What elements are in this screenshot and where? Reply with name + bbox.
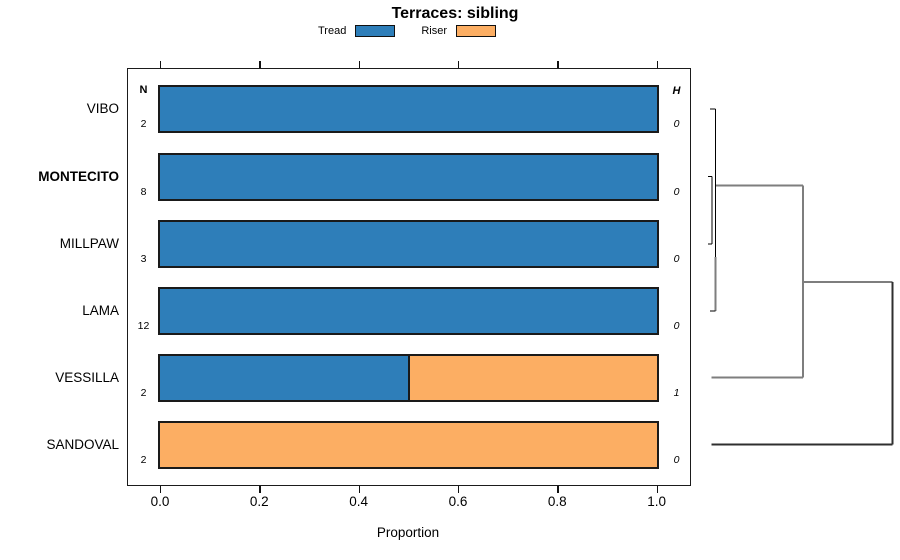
legend-label-tread: Tread xyxy=(318,25,347,37)
stacked-bar-millpaw xyxy=(158,220,659,268)
x-axis-tick-bottom xyxy=(160,485,162,493)
x-axis-tick-bottom xyxy=(358,485,360,493)
h-value-millpaw: 0 xyxy=(673,253,680,265)
bar-segment-tread xyxy=(160,87,657,131)
n-value-vessilla: 2 xyxy=(140,387,147,399)
x-axis-tick-bottom xyxy=(557,485,559,493)
legend-swatch-tread xyxy=(355,25,396,37)
x-axis-tick-label: 0.0 xyxy=(150,494,170,509)
x-axis-tick-label: 0.2 xyxy=(249,494,269,509)
stacked-bar-vibo xyxy=(158,85,659,133)
h-value-lama: 0 xyxy=(673,320,680,332)
bar-segment-riser xyxy=(408,356,657,400)
bar-segment-tread xyxy=(160,154,657,199)
legend: Tread Riser xyxy=(318,25,496,37)
category-label-vessilla: VESSILLA xyxy=(55,370,119,385)
stacked-bar-lama xyxy=(158,287,659,335)
column-header-n: N xyxy=(139,84,148,96)
column-header-h: H xyxy=(672,85,681,97)
legend-swatch-riser xyxy=(456,25,496,37)
x-axis-tick-top xyxy=(457,60,460,68)
legend-item-riser: Riser xyxy=(421,25,496,37)
x-axis-tick-bottom xyxy=(259,485,261,493)
stacked-bar-sandoval xyxy=(158,421,659,469)
n-value-montecito: 8 xyxy=(140,185,147,198)
x-axis-tick-label: 1.0 xyxy=(647,494,666,509)
x-axis-tick-top xyxy=(160,60,162,68)
x-axis-tick-top xyxy=(656,60,658,68)
x-axis-tick-bottom xyxy=(457,485,460,493)
n-value-sandoval: 2 xyxy=(140,454,147,466)
bar-segment-tread xyxy=(160,222,657,266)
x-axis-tick-bottom xyxy=(656,485,658,493)
n-value-millpaw: 3 xyxy=(140,253,147,265)
x-axis-tick-top xyxy=(358,60,360,68)
stacked-bar-montecito xyxy=(158,152,659,201)
bar-segment-riser xyxy=(160,423,657,467)
x-axis-tick-top xyxy=(557,60,559,68)
chart-title: Terraces: sibling xyxy=(391,5,519,22)
x-axis-tick-label: 0.4 xyxy=(349,494,369,509)
bar-segment-tread xyxy=(160,289,657,333)
category-label-montecito: MONTECITO xyxy=(38,168,119,184)
n-value-lama: 12 xyxy=(137,320,150,332)
n-value-vibo: 2 xyxy=(140,118,147,130)
category-label-lama: LAMA xyxy=(82,303,119,318)
category-label-millpaw: MILLPAW xyxy=(59,236,119,251)
category-label-vibo: VIBO xyxy=(86,101,119,116)
h-value-vessilla: 1 xyxy=(673,387,680,399)
stacked-bar-vessilla xyxy=(158,354,659,402)
x-axis-tick-top xyxy=(259,60,261,68)
h-value-sandoval: 0 xyxy=(673,454,680,466)
x-axis-title: Proportion xyxy=(376,525,440,540)
h-value-montecito: 0 xyxy=(673,185,680,198)
plot-area-border xyxy=(126,67,691,486)
x-axis-tick-label: 0.8 xyxy=(547,494,567,509)
x-axis-tick-label: 0.6 xyxy=(448,494,468,509)
category-label-sandoval: SANDOVAL xyxy=(46,437,119,452)
h-value-vibo: 0 xyxy=(673,118,680,130)
bar-segment-tread xyxy=(160,356,409,400)
legend-label-riser: Riser xyxy=(421,25,447,37)
legend-item-tread: Tread xyxy=(318,25,396,37)
